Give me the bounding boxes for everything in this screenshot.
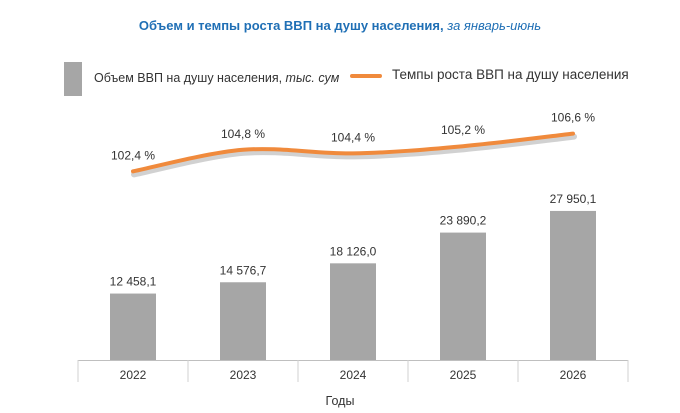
chart-title-main: Объем и темпы роста ВВП на душу населени… <box>138 18 444 33</box>
growth-line-shadow <box>131 133 577 178</box>
bar-2022 <box>110 293 156 360</box>
x-tick-label: 2026 <box>560 368 587 382</box>
growth-value-label: 106,6 % <box>551 111 595 125</box>
x-tick-label: 2025 <box>450 368 477 382</box>
bar-2026 <box>550 210 596 360</box>
x-tick-label: 2024 <box>340 368 367 382</box>
legend: Объем ВВП на душу населения, тыс. сум Те… <box>0 62 680 96</box>
bar-2025 <box>440 232 486 360</box>
bar-2024 <box>330 263 376 360</box>
bar-2023 <box>220 282 266 360</box>
growth-value-label: 102,4 % <box>111 148 155 162</box>
x-axis-title: Годы <box>325 394 355 408</box>
chart-title: Объем и темпы роста ВВП на душу населени… <box>0 18 680 33</box>
bar-value-label: 23 890,2 <box>440 214 487 228</box>
growth-value-label: 105,2 % <box>441 123 485 137</box>
legend-bar-label: Объем ВВП на душу населения, тыс. сум <box>94 71 339 85</box>
x-tick-label: 2023 <box>230 368 257 382</box>
bar-value-label: 12 458,1 <box>110 275 157 289</box>
x-tick-label: 2022 <box>120 368 147 382</box>
growth-value-label: 104,8 % <box>221 127 265 141</box>
bar-value-label: 18 126,0 <box>330 244 377 258</box>
growth-value-label: 104,4 % <box>331 130 375 144</box>
growth-line <box>131 131 575 174</box>
bar-value-label: 14 576,7 <box>220 263 267 277</box>
legend-line-label: Темпы роста ВВП на душу населения <box>392 67 629 82</box>
bar-value-label: 27 950,1 <box>550 192 597 206</box>
legend-bar-label-text: Объем ВВП на душу населения, <box>94 71 283 85</box>
legend-bar-swatch <box>64 62 82 96</box>
legend-line-swatch <box>350 74 382 78</box>
legend-bar-unit: тыс. сум <box>282 71 340 85</box>
chart-title-period: за январь-июнь <box>443 18 542 33</box>
